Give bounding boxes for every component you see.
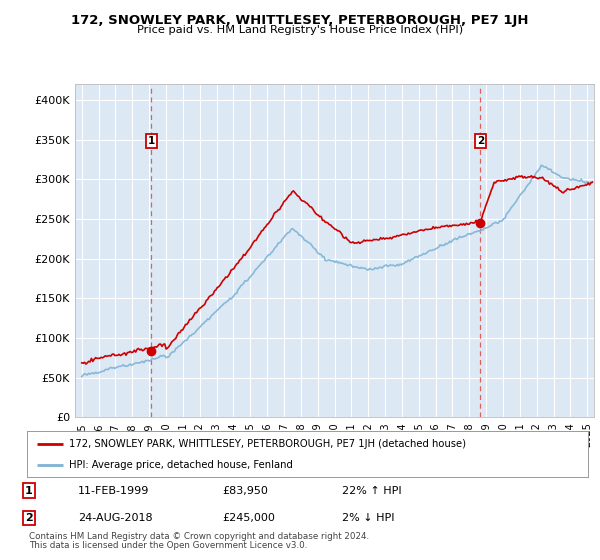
Text: 2: 2 <box>476 136 484 146</box>
Text: Price paid vs. HM Land Registry's House Price Index (HPI): Price paid vs. HM Land Registry's House … <box>137 25 463 35</box>
Text: 2: 2 <box>25 513 32 523</box>
Text: HPI: Average price, detached house, Fenland: HPI: Average price, detached house, Fenl… <box>69 460 293 470</box>
Text: 22% ↑ HPI: 22% ↑ HPI <box>342 486 401 496</box>
Text: Contains HM Land Registry data © Crown copyright and database right 2024.: Contains HM Land Registry data © Crown c… <box>29 532 369 541</box>
Text: 1: 1 <box>25 486 32 496</box>
Text: 1: 1 <box>148 136 155 146</box>
Text: £245,000: £245,000 <box>222 513 275 523</box>
Text: 172, SNOWLEY PARK, WHITTLESEY, PETERBOROUGH, PE7 1JH (detached house): 172, SNOWLEY PARK, WHITTLESEY, PETERBORO… <box>69 439 466 449</box>
Text: 24-AUG-2018: 24-AUG-2018 <box>78 513 152 523</box>
Text: £83,950: £83,950 <box>222 486 268 496</box>
Text: 172, SNOWLEY PARK, WHITTLESEY, PETERBOROUGH, PE7 1JH: 172, SNOWLEY PARK, WHITTLESEY, PETERBORO… <box>71 14 529 27</box>
Text: 11-FEB-1999: 11-FEB-1999 <box>78 486 149 496</box>
Text: 2% ↓ HPI: 2% ↓ HPI <box>342 513 395 523</box>
Text: This data is licensed under the Open Government Licence v3.0.: This data is licensed under the Open Gov… <box>29 541 307 550</box>
